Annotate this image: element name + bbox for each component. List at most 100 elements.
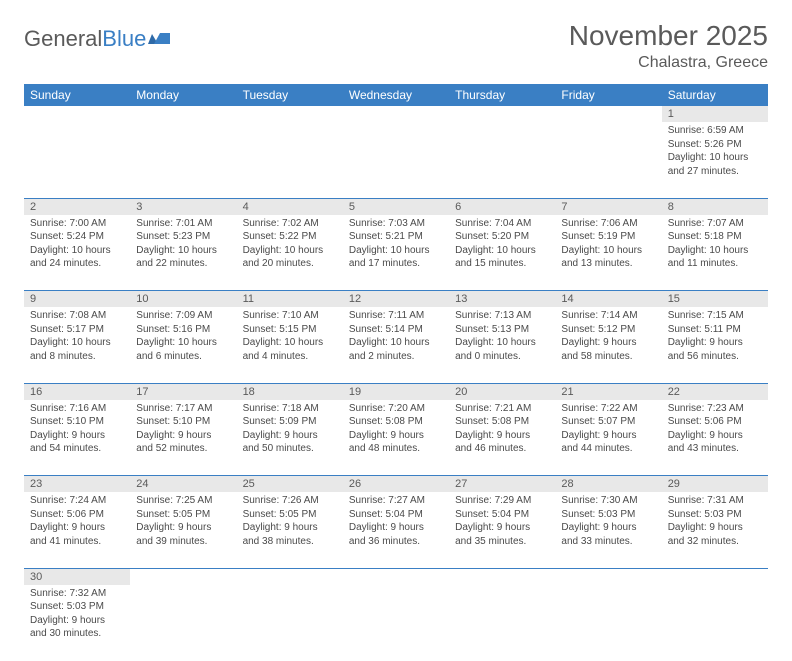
daynum-row: 30 [24,568,768,585]
day-cell: Sunrise: 7:24 AMSunset: 5:06 PMDaylight:… [24,492,130,568]
daylight-text-1: Daylight: 9 hours [455,521,549,535]
daynum-row: 1 [24,106,768,122]
sunrise-text: Sunrise: 7:31 AM [668,494,762,508]
day-content-row: Sunrise: 7:08 AMSunset: 5:17 PMDaylight:… [24,307,768,383]
day-details: Sunrise: 7:27 AMSunset: 5:04 PMDaylight:… [343,492,449,552]
daynum-row: 2345678 [24,198,768,215]
daylight-text-2: and 54 minutes. [30,442,124,456]
day-details: Sunrise: 7:09 AMSunset: 5:16 PMDaylight:… [130,307,236,367]
sunset-text: Sunset: 5:14 PM [349,323,443,337]
daylight-text-2: and 22 minutes. [136,257,230,271]
daylight-text-1: Daylight: 9 hours [668,336,762,350]
daylight-text-2: and 33 minutes. [561,535,655,549]
sunrise-text: Sunrise: 7:10 AM [243,309,337,323]
sunrise-text: Sunrise: 7:23 AM [668,402,762,416]
day-details: Sunrise: 7:03 AMSunset: 5:21 PMDaylight:… [343,215,449,275]
sunset-text: Sunset: 5:07 PM [561,415,655,429]
day-cell: Sunrise: 7:29 AMSunset: 5:04 PMDaylight:… [449,492,555,568]
sunset-text: Sunset: 5:05 PM [136,508,230,522]
sunrise-text: Sunrise: 7:11 AM [349,309,443,323]
day-cell [555,122,661,198]
day-cell: Sunrise: 6:59 AMSunset: 5:26 PMDaylight:… [662,122,768,198]
daynum-cell: 15 [662,291,768,308]
daylight-text-1: Daylight: 9 hours [30,521,124,535]
day-cell: Sunrise: 7:09 AMSunset: 5:16 PMDaylight:… [130,307,236,383]
day-details: Sunrise: 7:13 AMSunset: 5:13 PMDaylight:… [449,307,555,367]
sunset-text: Sunset: 5:06 PM [668,415,762,429]
day-details: Sunrise: 7:15 AMSunset: 5:11 PMDaylight:… [662,307,768,367]
sunrise-text: Sunrise: 7:08 AM [30,309,124,323]
daylight-text-2: and 58 minutes. [561,350,655,364]
daynum-cell [24,106,130,122]
day-details: Sunrise: 7:02 AMSunset: 5:22 PMDaylight:… [237,215,343,275]
sunrise-text: Sunrise: 7:14 AM [561,309,655,323]
sunrise-text: Sunrise: 7:29 AM [455,494,549,508]
day-cell: Sunrise: 7:22 AMSunset: 5:07 PMDaylight:… [555,400,661,476]
day-number: 30 [24,569,130,585]
day-cell: Sunrise: 7:11 AMSunset: 5:14 PMDaylight:… [343,307,449,383]
day-details: Sunrise: 7:23 AMSunset: 5:06 PMDaylight:… [662,400,768,460]
day-number: 27 [449,476,555,492]
daylight-text-2: and 39 minutes. [136,535,230,549]
daynum-row: 9101112131415 [24,291,768,308]
day-cell: Sunrise: 7:27 AMSunset: 5:04 PMDaylight:… [343,492,449,568]
day-cell [130,122,236,198]
sunrise-text: Sunrise: 7:07 AM [668,217,762,231]
day-number: 17 [130,384,236,400]
daynum-cell [555,106,661,122]
day-details: Sunrise: 7:22 AMSunset: 5:07 PMDaylight:… [555,400,661,460]
day-content-row: Sunrise: 7:24 AMSunset: 5:06 PMDaylight:… [24,492,768,568]
brand-part1: General [24,26,102,52]
day-number: 21 [555,384,661,400]
day-cell [237,122,343,198]
daylight-text-2: and 32 minutes. [668,535,762,549]
day-number: 11 [237,291,343,307]
day-content-row: Sunrise: 6:59 AMSunset: 5:26 PMDaylight:… [24,122,768,198]
day-number: 18 [237,384,343,400]
daynum-cell: 30 [24,568,130,585]
sunrise-text: Sunrise: 7:03 AM [349,217,443,231]
day-cell [343,585,449,661]
daynum-cell: 23 [24,476,130,493]
day-details: Sunrise: 7:06 AMSunset: 5:19 PMDaylight:… [555,215,661,275]
day-details: Sunrise: 7:25 AMSunset: 5:05 PMDaylight:… [130,492,236,552]
sunrise-text: Sunrise: 7:30 AM [561,494,655,508]
sunset-text: Sunset: 5:22 PM [243,230,337,244]
day-number: 19 [343,384,449,400]
day-cell: Sunrise: 7:07 AMSunset: 5:18 PMDaylight:… [662,215,768,291]
day-number: 10 [130,291,236,307]
daylight-text-2: and 43 minutes. [668,442,762,456]
sunset-text: Sunset: 5:03 PM [668,508,762,522]
daynum-cell: 7 [555,198,661,215]
daylight-text-2: and 11 minutes. [668,257,762,271]
day-cell: Sunrise: 7:32 AMSunset: 5:03 PMDaylight:… [24,585,130,661]
daynum-cell: 1 [662,106,768,122]
daynum-cell [343,106,449,122]
sunset-text: Sunset: 5:03 PM [30,600,124,614]
daylight-text-1: Daylight: 10 hours [243,336,337,350]
daylight-text-1: Daylight: 9 hours [243,429,337,443]
day-number: 7 [555,199,661,215]
sunrise-text: Sunrise: 7:06 AM [561,217,655,231]
day-cell: Sunrise: 7:04 AMSunset: 5:20 PMDaylight:… [449,215,555,291]
day-details: Sunrise: 7:32 AMSunset: 5:03 PMDaylight:… [24,585,130,645]
daylight-text-2: and 6 minutes. [136,350,230,364]
day-header-row: SundayMondayTuesdayWednesdayThursdayFrid… [24,84,768,106]
day-number: 14 [555,291,661,307]
daylight-text-1: Daylight: 10 hours [455,244,549,258]
daylight-text-2: and 15 minutes. [455,257,549,271]
daylight-text-2: and 4 minutes. [243,350,337,364]
daylight-text-2: and 13 minutes. [561,257,655,271]
sunset-text: Sunset: 5:21 PM [349,230,443,244]
sunset-text: Sunset: 5:24 PM [30,230,124,244]
day-header: Tuesday [237,84,343,106]
day-header: Sunday [24,84,130,106]
sunset-text: Sunset: 5:09 PM [243,415,337,429]
daynum-cell [555,568,661,585]
daylight-text-1: Daylight: 10 hours [455,336,549,350]
daylight-text-2: and 38 minutes. [243,535,337,549]
daynum-row: 23242526272829 [24,476,768,493]
daynum-cell: 28 [555,476,661,493]
day-details: Sunrise: 7:01 AMSunset: 5:23 PMDaylight:… [130,215,236,275]
sunrise-text: Sunrise: 7:02 AM [243,217,337,231]
